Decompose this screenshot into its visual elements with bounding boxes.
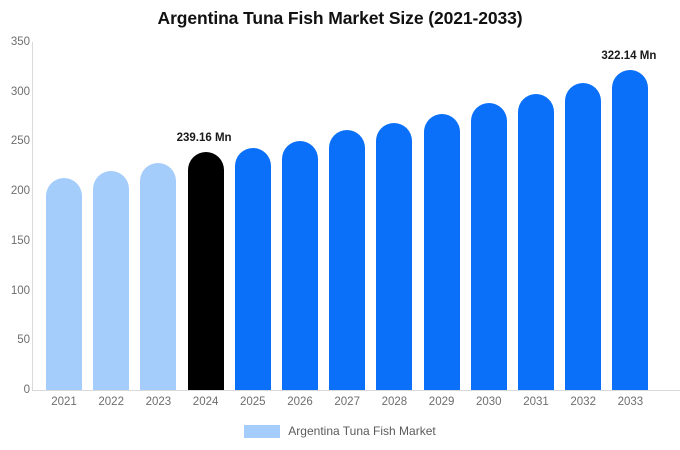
- y-axis-tick-label: 350: [10, 36, 30, 48]
- legend-swatch-argentina-tuna-fish-market: [244, 424, 281, 438]
- bar-value-label-2024: 239.16 Mn: [176, 132, 232, 145]
- bar-2031[interactable]: [518, 94, 554, 390]
- bar-2024[interactable]: [187, 152, 224, 390]
- bar-column[interactable]: [93, 42, 130, 390]
- bar-column[interactable]: [565, 42, 602, 390]
- y-axis-line: [32, 42, 33, 391]
- legend-label-argentina-tuna-fish-market: Argentina Tuna Fish Market: [288, 424, 436, 438]
- x-axis-line: [32, 390, 680, 391]
- y-axis-tick-label: 300: [10, 85, 30, 98]
- bar-column[interactable]: [423, 42, 460, 390]
- y-axis-tick-label: 150: [10, 234, 30, 247]
- bar-column[interactable]: [187, 42, 224, 390]
- bar-2032[interactable]: [565, 83, 602, 390]
- bar-2033[interactable]: [612, 69, 649, 390]
- x-axis-tick-label: 2025: [240, 396, 266, 408]
- y-axis-tick-label: 200: [10, 185, 30, 198]
- bar-2028[interactable]: [376, 123, 413, 390]
- bar-2025[interactable]: [234, 147, 271, 390]
- bar-column[interactable]: [282, 42, 318, 390]
- x-axis-tick-label: 2021: [51, 396, 77, 408]
- plot-area: [32, 42, 680, 390]
- x-axis-tick-label: 2033: [617, 396, 644, 408]
- chart-title: Argentina Tuna Fish Market Size (2021-20…: [157, 8, 523, 28]
- chart-legend: Argentina Tuna Fish Market: [0, 424, 680, 438]
- bar-column[interactable]: [470, 42, 507, 390]
- bar-2023[interactable]: [140, 162, 177, 390]
- x-axis-tick-label: 2024: [192, 396, 219, 408]
- x-axis-tick-label: 2026: [287, 396, 313, 408]
- x-axis-tick-label: 2032: [570, 396, 596, 408]
- x-axis-tick-label: 2022: [98, 396, 124, 408]
- bar-value-label-2033: 322.14 Mn: [601, 49, 657, 62]
- y-axis-tick-label: 250: [10, 135, 30, 148]
- y-axis-ticks: 0 50 100 150 200 250 300 350: [0, 0, 30, 450]
- x-axis-tick-label: 2028: [381, 396, 408, 408]
- x-axis-tick-label: 2029: [428, 396, 455, 408]
- y-axis-tick-label: 0: [23, 384, 30, 396]
- y-axis-tick-label: 100: [10, 284, 30, 297]
- bar-column[interactable]: [612, 42, 649, 390]
- x-axis-tick-label: 2023: [145, 396, 172, 408]
- bar-2021[interactable]: [46, 178, 82, 390]
- bar-column[interactable]: [140, 42, 177, 390]
- bar-2022[interactable]: [93, 170, 130, 390]
- bar-2026[interactable]: [282, 140, 318, 390]
- bar-column[interactable]: [329, 42, 366, 390]
- bar-2027[interactable]: [329, 129, 366, 390]
- x-axis-tick-label: 2030: [476, 396, 502, 408]
- bar-2030[interactable]: [470, 103, 507, 390]
- bar-column[interactable]: [518, 42, 554, 390]
- x-axis-tick-label: 2027: [334, 396, 360, 408]
- y-axis-tick-label: 50: [17, 334, 30, 347]
- x-axis-tick-label: 2031: [523, 396, 549, 408]
- bar-column[interactable]: [234, 42, 271, 390]
- bar-column[interactable]: [46, 42, 82, 390]
- bar-column[interactable]: [376, 42, 413, 390]
- bar-2029[interactable]: [423, 114, 460, 390]
